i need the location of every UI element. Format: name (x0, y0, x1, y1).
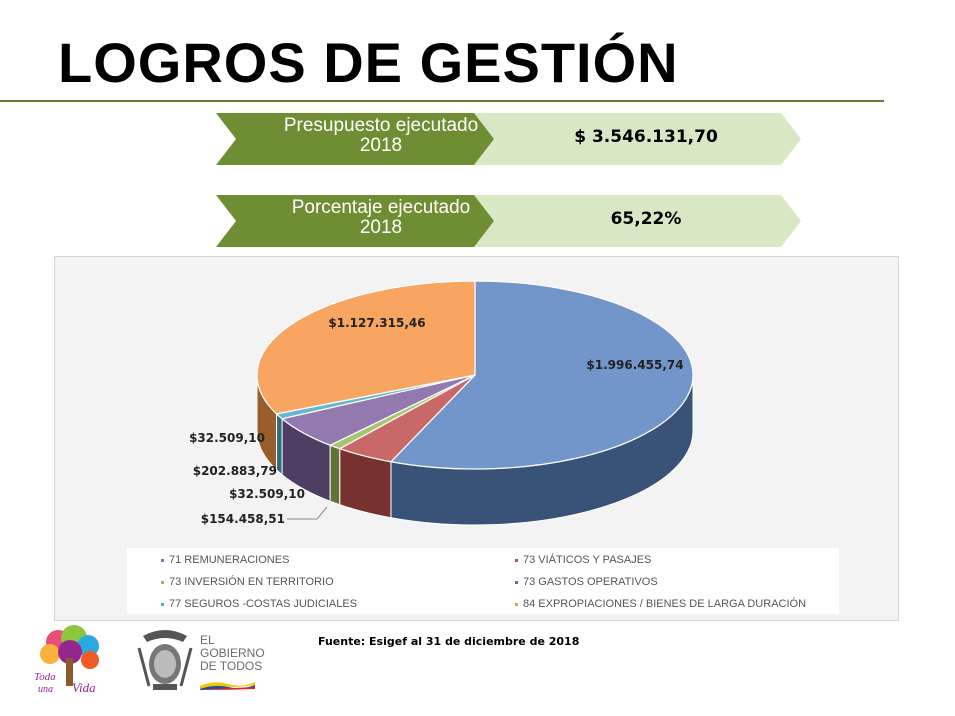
pie-sides (256, 374, 694, 526)
source-note: Fuente: Esigef al 31 de diciembre de 201… (318, 635, 580, 648)
pie-chart-area: $1.996.455,74 $154.458,51 $32.509,10 $202.8… (54, 256, 899, 621)
legend-label: 73 GASTOS OPERATIVOS (523, 576, 658, 588)
legend-swatch (161, 558, 164, 562)
gov-line3: DE TODOS (200, 659, 263, 673)
pie-chart: $1.996.455,74 $154.458,51 $32.509,10 $202.8… (189, 280, 694, 526)
legend-label: 84 EXPROPIACIONES / BIENES DE LARGA DURA… (523, 598, 807, 610)
gov-line1: EL (200, 633, 215, 647)
legend-label: 77 SEGUROS -COSTAS JUDICIALES (169, 598, 358, 610)
legend-item-expropiaciones: 84 EXPROPIACIONES / BIENES DE LARGA DURA… (515, 598, 806, 610)
svg-text:Toda: Toda (34, 671, 56, 683)
data-label-3: $202.883,79 (193, 464, 277, 478)
ecuador-coat-of-arms (137, 630, 193, 690)
gov-logo-text: EL GOBIERNO DE TODOS (200, 634, 265, 673)
gov-line2: GOBIERNO (200, 646, 265, 660)
kpi-budget-label-line2: 2018 (359, 135, 403, 156)
legend-swatch (515, 602, 518, 606)
kpi-percentage-label-line1: Porcentaje ejecutado (291, 197, 471, 218)
pie-slice-0 (389, 280, 694, 470)
legend-item-remuneraciones: 71 REMUNERACIONES (161, 554, 289, 566)
leader-line-1 (287, 506, 328, 520)
page-title: LOGROS DE GESTIÓN (58, 31, 679, 94)
legend-item-seguros: 77 SEGUROS -COSTAS JUDICIALES (161, 598, 357, 610)
toda-una-vida-logo: Toda una Vida (34, 625, 99, 695)
legend-label: 71 REMUNERACIONES (169, 554, 290, 566)
svg-text:una: una (38, 684, 53, 695)
pie-slice-side-4 (276, 412, 283, 476)
kpi-budget-value: $ 3.546.131,70 (574, 127, 718, 147)
data-label-2: $32.509,10 (229, 487, 305, 501)
kpi-budget-arrows (216, 113, 801, 165)
legend-label: 73 VIÁTICOS Y PASAJES (523, 554, 652, 566)
kpi-percentage-label: Porcentaje ejecutado 2018 (246, 198, 516, 238)
legend-item-gastos: 73 GASTOS OPERATIVOS (515, 576, 658, 588)
kpi-budget: Presupuesto ejecutado 2018 $ 3.546.131,7… (216, 113, 801, 165)
data-labels: $1.996.455,74 $154.458,51 $32.509,10 $202.8… (189, 316, 684, 526)
kpi-budget-label: Presupuesto ejecutado 2018 (246, 116, 516, 156)
legend-item-viaticos: 73 VIÁTICOS Y PASAJES (515, 554, 651, 566)
data-label-1: $154.458,51 (201, 512, 285, 526)
data-label-0: $1.996.455,74 (586, 358, 683, 372)
title-divider (0, 100, 884, 102)
svg-text:Vida: Vida (72, 680, 96, 695)
data-label-4: $32.509,10 (189, 431, 265, 445)
kpi-percentage-arrows (216, 195, 801, 247)
chart-legend: 71 REMUNERACIONES 73 VIÁTICOS Y PASAJES … (127, 548, 839, 614)
legend-item-inversion: 73 INVERSIÓN EN TERRITORIO (161, 576, 334, 588)
data-label-5: $1.127.315,46 (328, 316, 425, 330)
legend-swatch (161, 580, 164, 584)
pie-tops (256, 280, 694, 470)
legend-label: 73 INVERSIÓN EN TERRITORIO (169, 576, 334, 588)
kpi-percentage-label-line2: 2018 (359, 217, 403, 238)
pie-slice-5 (256, 280, 476, 415)
pie-slice-side-2 (329, 444, 341, 506)
kpi-percentage-value: 65,22% (610, 209, 682, 229)
kpi-percentage: Porcentaje ejecutado 2018 65,22% (216, 195, 801, 247)
kpi-budget-label-line1: Presupuesto ejecutado (283, 115, 479, 136)
legend-swatch (515, 580, 518, 584)
legend-swatch (515, 558, 518, 562)
legend-swatch (161, 602, 164, 606)
flag-stripe-icon (200, 682, 255, 690)
